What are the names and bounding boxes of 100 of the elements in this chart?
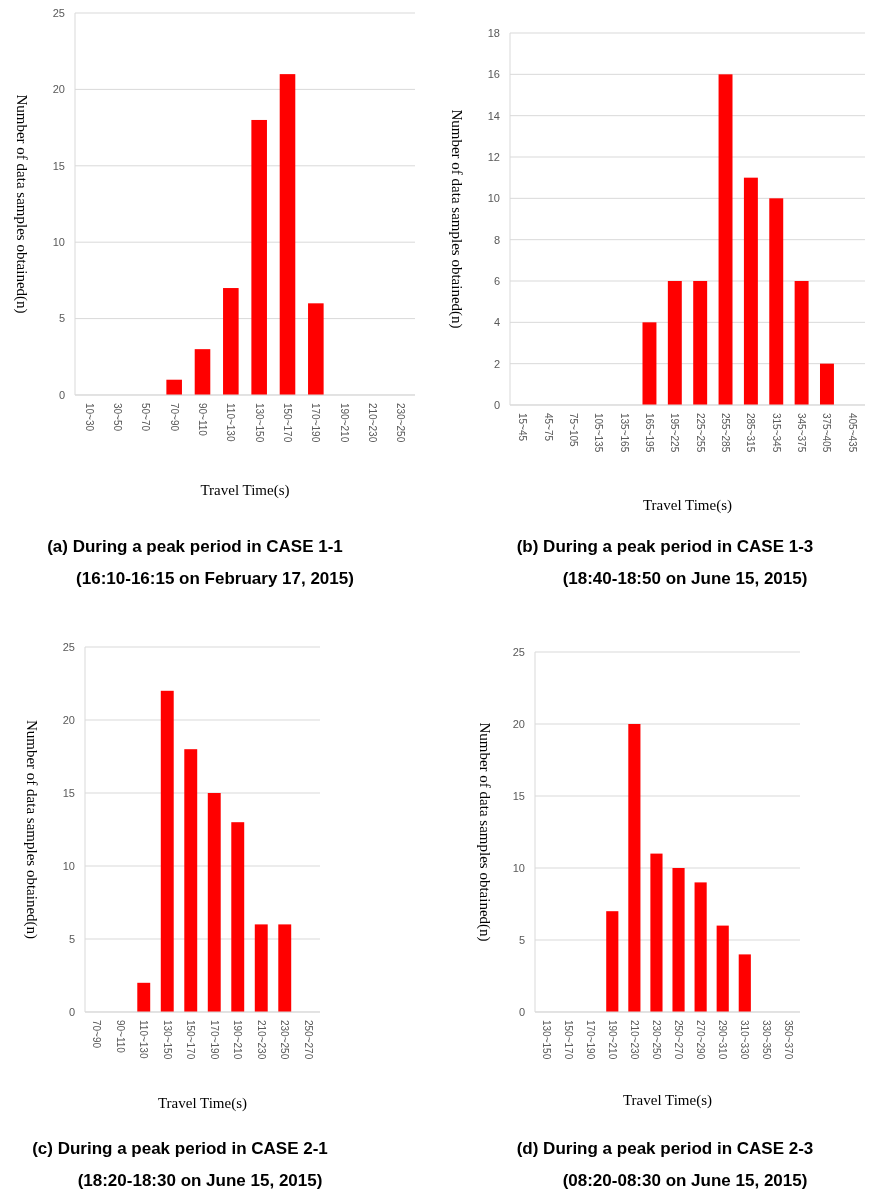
x-tick-label: 130~150	[161, 1020, 173, 1060]
bar	[278, 924, 292, 1012]
x-tick-label: 230~250	[395, 403, 407, 443]
text: (18:40-18:50 on June 15, 2015)	[562, 569, 808, 588]
y-tick-label: 10	[487, 192, 500, 205]
y-tick-label: 15	[52, 159, 65, 172]
x-tick-label: 255~285	[720, 413, 732, 453]
x-tick-label: 90~110	[114, 1020, 126, 1054]
y-axis-title: Number of data samples obtained(n)	[447, 109, 465, 329]
y-tick-label: 0	[493, 398, 500, 411]
bar	[650, 853, 663, 1012]
x-tick-label: 170~190	[584, 1020, 596, 1060]
x-tick-label: 310~330	[739, 1020, 751, 1060]
x-tick-label: 230~250	[650, 1020, 662, 1060]
x-tick-label: 110~130	[138, 1020, 150, 1059]
x-tick-label: 170~190	[310, 403, 322, 443]
bar	[254, 924, 268, 1012]
x-tick-label: 190~210	[232, 1020, 244, 1060]
x-tick-label: 150~170	[185, 1020, 197, 1060]
x-tick-label: 105~135	[593, 413, 605, 453]
x-tick-label: 190~210	[606, 1020, 618, 1060]
x-tick-label: 130~150	[253, 403, 265, 443]
y-tick-label: 5	[68, 932, 75, 945]
bar	[137, 982, 151, 1012]
y-tick-label: 15	[62, 786, 75, 799]
x-tick-label: 345~375	[796, 413, 808, 453]
text: (d) During a peak period in CASE 2-3	[516, 1139, 814, 1158]
y-tick-label: 5	[58, 312, 65, 325]
x-tick-label: 135~165	[618, 413, 630, 453]
x-tick-label: 45~75	[542, 413, 554, 442]
bar	[166, 379, 182, 395]
y-axis-title: Number of data samples obtained(n)	[22, 719, 40, 940]
y-tick-label: 12	[487, 150, 500, 163]
x-tick-label: 50~70	[140, 403, 152, 432]
y-tick-label: 0	[68, 1005, 75, 1018]
y-tick-label: 10	[62, 859, 75, 872]
y-tick-label: 10	[52, 236, 65, 249]
x-tick-label: 130~150	[540, 1020, 552, 1060]
y-axis-title: Number of data samples obtained(n)	[475, 722, 493, 942]
bar	[251, 119, 267, 395]
x-tick-label: 270~290	[695, 1020, 707, 1060]
y-tick-label: 2	[493, 357, 500, 370]
bar	[184, 749, 198, 1012]
x-tick-label: 195~225	[669, 413, 681, 453]
x-tick-label: 190~210	[338, 403, 350, 443]
y-tick-label: 16	[487, 68, 500, 81]
x-tick-label: 225~255	[694, 413, 706, 453]
bar	[667, 281, 682, 405]
x-tick-label: 210~230	[367, 403, 378, 443]
text: (08:20-08:30 on June 15, 2015)	[562, 1171, 808, 1190]
y-tick-label: 20	[62, 713, 75, 726]
bar	[207, 793, 221, 1012]
x-axis-title: Travel Time(s)	[622, 1092, 713, 1109]
bar	[223, 288, 239, 395]
y-tick-label: 14	[487, 109, 500, 122]
x-tick-label: 150~170	[282, 403, 293, 443]
x-tick-label: 70~90	[91, 1020, 103, 1049]
x-tick-label: 15~45	[517, 413, 529, 442]
x-tick-label: 30~50	[112, 403, 123, 432]
x-axis-title: Travel Time(s)	[642, 497, 733, 514]
x-tick-label: 110~130	[225, 403, 237, 442]
y-tick-label: 25	[512, 645, 525, 658]
x-tick-label: 90~110	[197, 403, 208, 437]
x-tick-label: 70~90	[168, 403, 180, 432]
x-tick-label: 10~30	[83, 403, 95, 432]
bar	[279, 74, 296, 395]
bar	[718, 74, 733, 405]
x-tick-label: 210~230	[628, 1020, 640, 1060]
y-tick-label: 6	[493, 274, 500, 287]
x-tick-label: 290~310	[717, 1020, 729, 1060]
bar	[738, 954, 751, 1012]
text: (18:20-18:30 on June 15, 2015)	[77, 1171, 323, 1190]
y-tick-label: 18	[487, 26, 500, 39]
bar	[693, 281, 708, 405]
bar	[672, 868, 685, 1012]
bar	[716, 925, 729, 1012]
x-tick-label: 250~270	[302, 1020, 314, 1060]
x-tick-label: 75~105	[567, 413, 579, 448]
bar	[606, 911, 619, 1012]
bar	[194, 349, 211, 395]
bar	[642, 322, 657, 405]
y-tick-label: 25	[62, 640, 75, 653]
bar	[794, 281, 809, 405]
bar	[160, 690, 174, 1012]
x-tick-label: 375~405	[821, 413, 833, 453]
y-tick-label: 25	[52, 6, 65, 19]
bar	[743, 177, 758, 405]
x-tick-label: 170~190	[208, 1020, 220, 1060]
x-axis-title: Travel Time(s)	[200, 482, 290, 499]
y-tick-label: 5	[518, 933, 525, 946]
y-axis-title: Number of data samples obtained(n)	[12, 94, 30, 314]
x-axis-title: Travel Time(s)	[157, 1095, 248, 1112]
bar	[694, 882, 707, 1012]
y-tick-label: 4	[493, 316, 500, 329]
text: (c) During a peak period in CASE 2-1	[32, 1139, 328, 1158]
x-tick-label: 405~435	[846, 413, 858, 453]
y-tick-label: 0	[518, 1005, 525, 1018]
y-tick-label: 15	[512, 789, 525, 802]
bar	[628, 724, 641, 1012]
text: (a) During a peak period in CASE 1-1	[47, 537, 343, 556]
